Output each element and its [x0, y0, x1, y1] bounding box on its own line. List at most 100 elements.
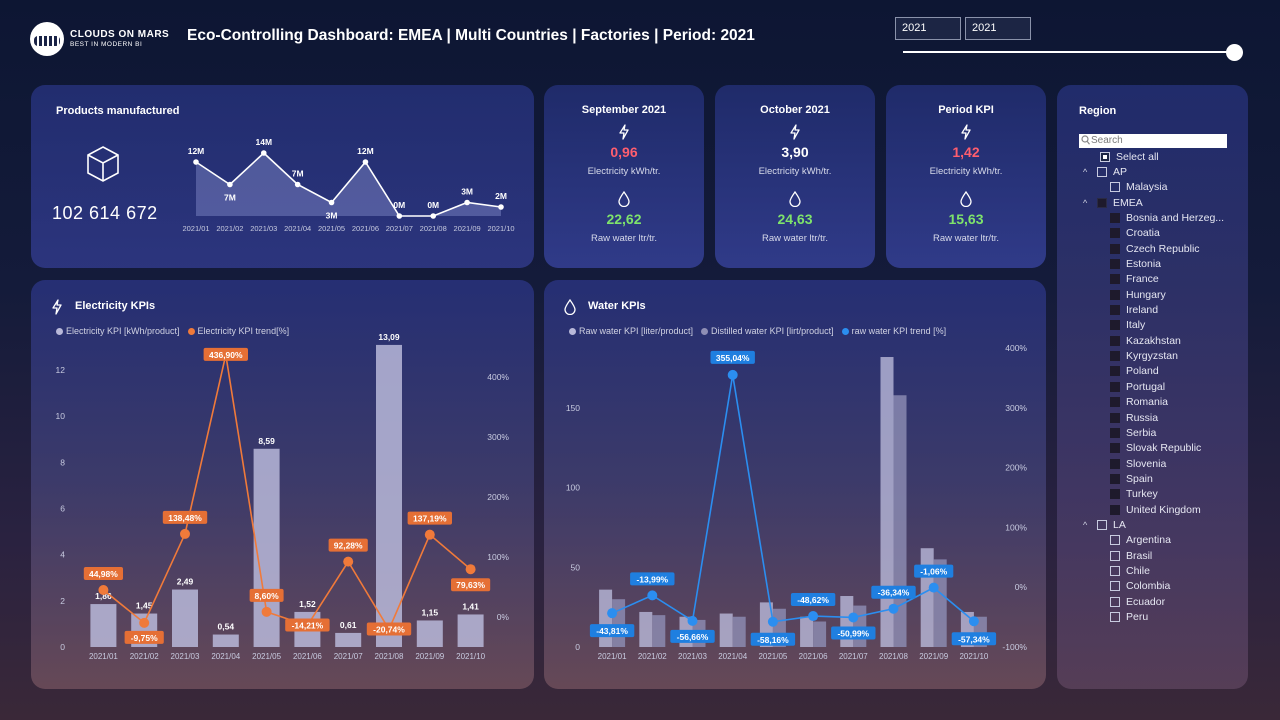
region-item[interactable]: Russia	[1083, 410, 1224, 425]
region-title: Region	[1079, 105, 1117, 117]
region-item[interactable]: Portugal	[1083, 379, 1224, 394]
region-item[interactable]: Romania	[1083, 395, 1224, 410]
region-item[interactable]: Select all	[1083, 149, 1224, 164]
region-checkbox[interactable]	[1110, 351, 1120, 362]
region-item[interactable]: Poland	[1083, 364, 1224, 379]
trend-label: -9,75%	[131, 633, 158, 643]
region-item[interactable]: Bosnia and Herzeg...	[1083, 210, 1224, 225]
region-checkbox[interactable]	[1110, 504, 1120, 515]
region-checkbox[interactable]	[1110, 550, 1120, 561]
region-checkbox[interactable]	[1110, 565, 1120, 576]
region-item[interactable]: Czech Republic	[1083, 241, 1224, 256]
region-checkbox[interactable]	[1110, 259, 1120, 270]
region-checkbox[interactable]	[1110, 596, 1120, 607]
region-checkbox[interactable]	[1110, 274, 1120, 285]
products-point	[227, 181, 233, 188]
region-search-input[interactable]: Search	[1079, 134, 1227, 148]
x-axis-tick: 2021/05	[252, 652, 281, 661]
region-checkbox[interactable]	[1110, 366, 1120, 377]
electricity-value: 0,96	[610, 144, 638, 160]
region-checkbox[interactable]	[1110, 427, 1120, 438]
region-checkbox[interactable]	[1110, 611, 1120, 622]
region-item[interactable]: Argentina	[1083, 533, 1224, 548]
region-checkbox[interactable]	[1110, 243, 1120, 254]
region-checkbox[interactable]	[1110, 535, 1120, 546]
x-axis-tick: 2021/10	[959, 652, 988, 661]
trend-point	[139, 617, 150, 628]
region-item[interactable]: Croatia	[1083, 226, 1224, 241]
region-item[interactable]: Serbia	[1083, 425, 1224, 440]
region-checkbox[interactable]	[1097, 167, 1107, 178]
period-from-input[interactable]: 2021	[895, 17, 961, 40]
region-item-label: Hungary	[1126, 288, 1166, 301]
region-item[interactable]: Slovenia	[1083, 456, 1224, 471]
region-item[interactable]: Spain	[1083, 471, 1224, 486]
region-checkbox[interactable]	[1110, 458, 1120, 469]
region-checkbox[interactable]	[1110, 182, 1120, 193]
electricity-bar	[416, 620, 443, 647]
region-checkbox[interactable]	[1110, 489, 1120, 500]
region-item[interactable]: Ireland	[1083, 302, 1224, 317]
region-item[interactable]: Malaysia	[1083, 180, 1224, 195]
region-item[interactable]: Turkey	[1083, 487, 1224, 502]
region-checkbox[interactable]	[1110, 228, 1120, 239]
legend-item-trend: Electricity KPI trend[%]	[187, 326, 289, 336]
region-item-label: Estonia	[1126, 258, 1162, 271]
period-slider-track[interactable]	[903, 51, 1233, 53]
region-item[interactable]: France	[1083, 272, 1224, 287]
expand-caret-icon[interactable]: ^	[1083, 519, 1088, 530]
region-item[interactable]: ^ AP	[1083, 164, 1224, 179]
region-checkbox[interactable]	[1110, 412, 1120, 423]
region-item[interactable]: Ecuador	[1083, 594, 1224, 609]
region-item-label: Colombia	[1126, 580, 1171, 593]
region-checkbox[interactable]	[1110, 289, 1120, 300]
region-item[interactable]: Kazakhstan	[1083, 333, 1224, 348]
region-checkbox[interactable]	[1097, 197, 1107, 208]
electricity-value: 1,42	[952, 144, 980, 160]
region-checkbox[interactable]	[1110, 335, 1120, 346]
electricity-bar	[253, 448, 280, 647]
trend-label: -57,34%	[958, 634, 990, 644]
region-item[interactable]: Chile	[1083, 563, 1224, 578]
region-item-label: Romania	[1126, 396, 1169, 409]
region-item[interactable]: Brasil	[1083, 548, 1224, 563]
region-item[interactable]: United Kingdom	[1083, 502, 1224, 517]
region-item[interactable]: ^ EMEA	[1083, 195, 1224, 210]
region-item[interactable]: Colombia	[1083, 579, 1224, 594]
trend-label-box	[83, 567, 123, 581]
bar-value-label: 2,49	[177, 577, 194, 587]
region-checkbox[interactable]	[1110, 397, 1120, 408]
region-checkbox[interactable]	[1110, 381, 1120, 392]
region-checkbox[interactable]	[1110, 305, 1120, 316]
region-item-label: Russia	[1126, 411, 1159, 424]
region-item[interactable]: Estonia	[1083, 256, 1224, 271]
cloud-logo-icon	[30, 22, 64, 56]
region-item[interactable]: Peru	[1083, 609, 1224, 624]
x-axis-tick: 2021/05	[758, 652, 787, 661]
region-checkbox[interactable]	[1110, 320, 1120, 331]
expand-caret-icon[interactable]: ^	[1083, 197, 1088, 208]
period-to-input[interactable]: 2021	[965, 17, 1031, 40]
period-slider-handle[interactable]	[1226, 44, 1243, 61]
electricity-bar	[457, 614, 484, 647]
region-item[interactable]: Italy	[1083, 318, 1224, 333]
region-item[interactable]: ^ LA	[1083, 517, 1224, 532]
region-checkbox[interactable]	[1110, 443, 1120, 454]
expand-caret-icon[interactable]: ^	[1083, 167, 1088, 178]
region-checkbox[interactable]	[1097, 519, 1107, 530]
region-checkbox[interactable]	[1110, 473, 1120, 484]
y-axis-tick: 4	[60, 550, 65, 560]
x-axis-tick: 2021/03	[678, 652, 707, 661]
region-checkbox[interactable]	[1100, 151, 1110, 162]
trend-label: 137,19%	[413, 514, 447, 524]
region-item-label: Peru	[1126, 610, 1149, 623]
bar-value-label: 0,61	[340, 620, 357, 630]
region-item[interactable]: Hungary	[1083, 287, 1224, 302]
products-value-label: 7M	[292, 169, 304, 179]
kpi-card-title: Period KPI	[938, 104, 994, 116]
region-item[interactable]: Kyrgyzstan	[1083, 348, 1224, 363]
region-item[interactable]: Slovak Republic	[1083, 441, 1224, 456]
region-checkbox[interactable]	[1110, 213, 1120, 224]
x-axis-tick: 2021/04	[718, 652, 747, 661]
region-checkbox[interactable]	[1110, 581, 1120, 592]
